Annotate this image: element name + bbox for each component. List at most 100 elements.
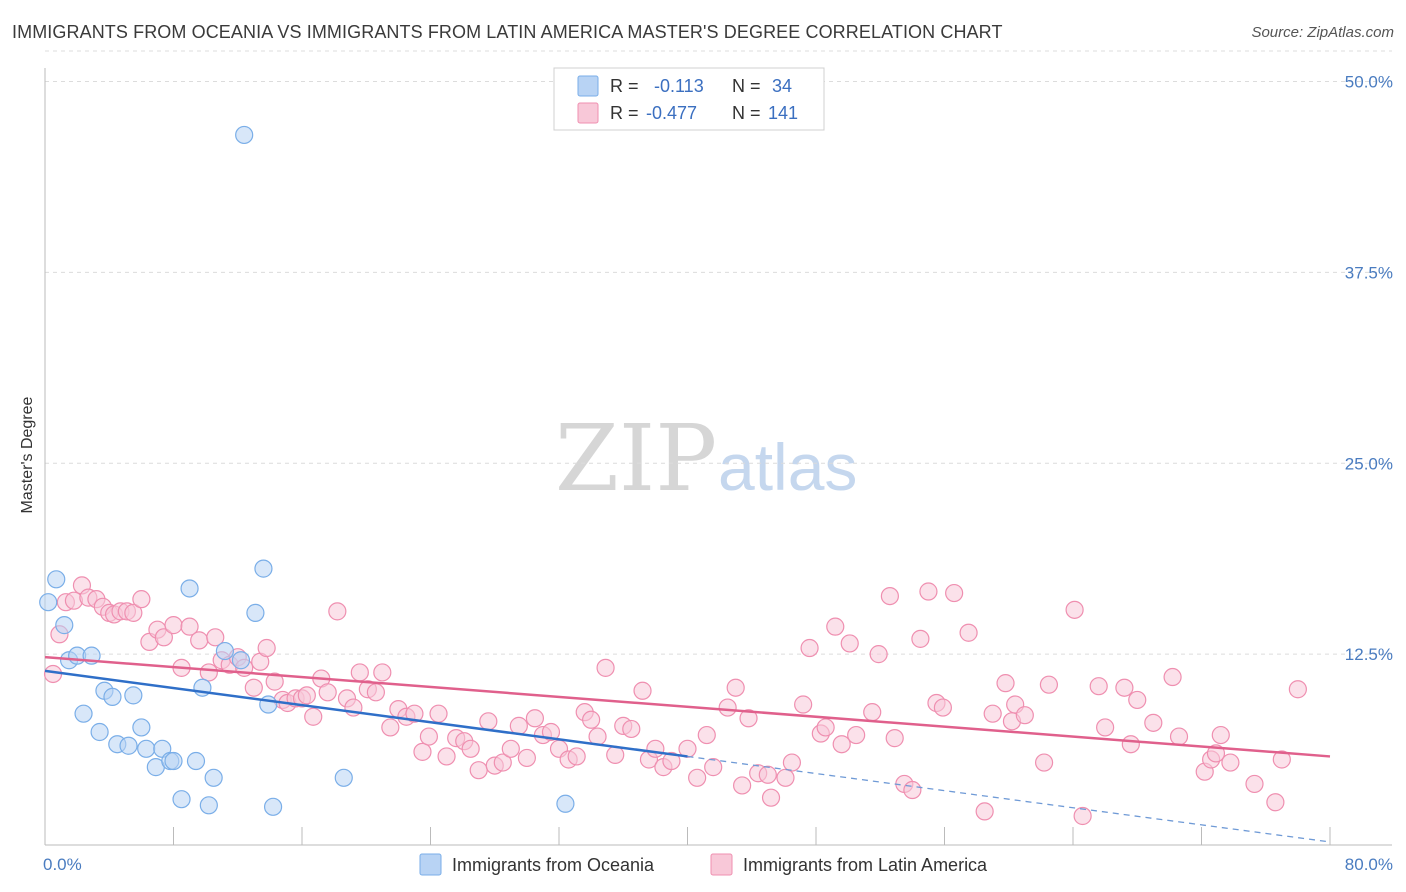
point-latin-america-92 [761,788,781,807]
point-latin-america-83 [688,768,707,787]
point-latin-america-53 [437,747,456,766]
point-latin-america-102 [847,725,866,745]
x-tick-labels: 0.0% 80.0% [43,855,1393,874]
point-latin-america-71 [582,710,601,729]
point-latin-america-51 [419,727,438,746]
legend-r-label-latin-america: R = [610,103,639,123]
point-latin-america-113 [945,583,964,603]
y-tick-label-2: 37.5% [1345,263,1393,282]
point-oceania-21 [186,751,206,771]
y-tick-label-3: 50.0% [1345,73,1393,92]
point-oceania-23 [199,796,218,815]
point-latin-america-88 [733,776,752,795]
point-latin-america-100 [832,735,851,754]
legend-swatch-oceania [577,75,599,97]
point-oceania-19 [172,790,191,809]
point-latin-america-128 [1121,735,1140,754]
legend-label-latin-america: Immigrants from Latin America [743,855,988,875]
point-latin-america-94 [782,753,802,772]
series-oceania-points [39,125,575,816]
point-oceania-18 [164,751,183,771]
point-oceania-26 [231,651,251,670]
point-latin-america-127 [1115,678,1134,697]
point-latin-america-125 [1089,677,1108,696]
point-oceania-20 [180,579,199,598]
point-latin-america-20 [190,631,209,650]
point-latin-america-87 [726,678,745,697]
point-latin-america-74 [606,745,625,765]
point-latin-america-21 [199,663,218,682]
point-latin-america-137 [1221,753,1240,772]
point-latin-america-39 [328,602,347,621]
point-latin-america-124 [1073,806,1092,826]
point-latin-america-66 [541,722,561,742]
point-oceania-7 [90,722,109,742]
point-latin-america-30 [265,672,284,691]
point-latin-america-42 [350,663,369,682]
point-latin-america-120 [1015,706,1034,725]
legend-r-label-oceania: R = [610,76,639,96]
point-oceania-25 [215,641,234,661]
point-latin-america-50 [413,742,432,761]
legend-swatch-latin-america [577,102,599,124]
chart-source: Source: ZipAtlas.com [1251,24,1394,41]
point-latin-america-123 [1065,600,1084,619]
legend-swatch-latin-america-bottom [710,853,733,876]
point-latin-america-98 [816,718,835,737]
point-latin-america-19 [180,617,199,636]
point-latin-america-77 [633,681,652,700]
point-oceania-11 [119,736,138,755]
chart-title: IMMIGRANTS FROM OCEANIA VS IMMIGRANTS FR… [12,22,1003,42]
point-oceania-13 [132,718,151,737]
point-latin-america-131 [1163,667,1182,687]
point-oceania-12 [124,686,143,705]
point-latin-america-96 [800,638,819,658]
point-oceania-27 [235,125,254,145]
point-oceania-31 [263,797,283,816]
point-latin-america-82 [678,739,697,758]
point-oceania-29 [254,559,273,578]
point-latin-america-22 [206,628,225,647]
point-latin-america-91 [758,765,777,784]
point-latin-america-84 [697,725,716,745]
axes [44,68,1392,846]
legend-n-label-oceania: N = [732,76,761,96]
point-latin-america-136 [1211,725,1230,745]
series-latin-america-points [43,576,1307,826]
point-latin-america-45 [373,663,392,682]
legend-r-value-latin-america: -0.477 [646,103,697,123]
point-latin-america-115 [975,802,994,821]
watermark-zip: ZIP [555,405,717,512]
point-latin-america-52 [429,704,448,723]
point-latin-america-132 [1169,727,1189,746]
point-latin-america-64 [525,709,545,728]
x-tick-label-1: 80.0% [1345,855,1393,874]
point-oceania-32 [334,768,353,787]
point-oceania-24 [204,768,223,787]
point-latin-america-89 [739,709,758,728]
point-latin-america-13 [132,590,151,609]
trend-line-oceania [44,669,688,758]
point-latin-america-36 [304,707,323,726]
point-latin-america-140 [1272,750,1291,769]
point-latin-america-86 [718,698,737,717]
point-latin-america-44 [366,683,385,702]
y-tick-label-0: 12.5% [1345,645,1393,664]
point-oceania-1 [47,570,66,589]
point-latin-america-69 [567,747,586,766]
point-latin-america-126 [1096,718,1115,737]
trend-line-oceania-extension [687,755,1331,843]
point-latin-america-122 [1039,675,1059,694]
y-tick-label-1: 25.0% [1345,454,1393,473]
point-latin-america-56 [461,739,480,758]
legend-swatch-oceania-bottom [419,853,442,876]
point-latin-america-109 [911,629,930,648]
point-latin-america-62 [509,716,528,735]
point-latin-america-81 [662,751,681,771]
point-latin-america-12 [124,603,143,622]
point-latin-america-141 [1288,680,1307,699]
correlation-legend: R = -0.113 N = 34 R = -0.477 N = 141 [553,67,825,131]
point-latin-america-17 [164,616,183,635]
point-latin-america-85 [704,758,723,777]
